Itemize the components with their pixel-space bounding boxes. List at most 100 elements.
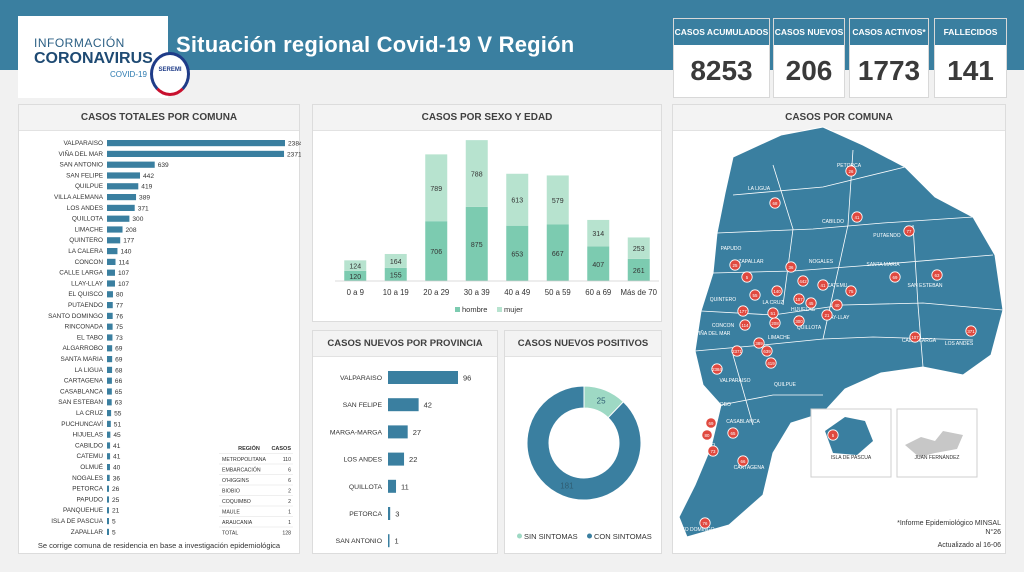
bar-value: 75 bbox=[116, 324, 124, 331]
kpi-casos-activos: CASOS ACTIVOS* 1773 bbox=[849, 18, 929, 98]
bar-value: 314 bbox=[592, 231, 604, 238]
page-title: Situación regional Covid-19 V Región bbox=[176, 32, 575, 57]
kpi-label: FALLECIDOS bbox=[935, 19, 1006, 45]
map-marker-value: 107 bbox=[911, 335, 919, 340]
map-marker bbox=[831, 299, 843, 311]
map-comuna-label: SAN ESTEBAN bbox=[907, 283, 942, 289]
bar-value: 613 bbox=[511, 198, 523, 205]
map-comuna-label: CABILDO bbox=[822, 219, 844, 225]
map-comuna-label: LA CRUZ bbox=[762, 300, 783, 306]
map-date: Actualizado al 16-06 bbox=[937, 542, 1001, 549]
inset-label: ISLA DE PASCUA bbox=[831, 455, 872, 461]
table-cell: 6 bbox=[288, 478, 291, 484]
panel-comuna: CASOS TOTALES POR COMUNA VALPARAISO 2384 V… bbox=[18, 104, 301, 554]
map-comuna-label: PAPUDO bbox=[721, 246, 742, 252]
map-marker-value: 639 bbox=[763, 349, 771, 354]
bar-hombre bbox=[627, 258, 650, 281]
bar-label: PAPUDO bbox=[76, 496, 103, 503]
bar bbox=[107, 248, 118, 255]
kpi-value: 1773 bbox=[857, 55, 921, 86]
map-marker bbox=[729, 259, 741, 271]
map-marker bbox=[845, 165, 857, 177]
bar-value: 107 bbox=[118, 270, 129, 277]
table-cell: EMBARCACIÓN bbox=[222, 467, 261, 474]
bar-mujer bbox=[587, 219, 610, 247]
map-marker bbox=[707, 445, 719, 457]
bar-label: OLMUÉ bbox=[80, 462, 103, 471]
bar-label: CONCON bbox=[75, 259, 104, 266]
bar-value: 208 bbox=[126, 227, 137, 234]
bar-value: 579 bbox=[552, 198, 564, 205]
bar-value: 2384 bbox=[288, 141, 301, 148]
kpi-casos-nuevos: CASOS NUEVOS 206 bbox=[773, 18, 845, 98]
bar bbox=[107, 485, 109, 492]
bar bbox=[107, 194, 137, 201]
table-cell: TOTAL bbox=[222, 531, 238, 537]
bar-label: SANTO DOMINGO bbox=[48, 313, 103, 320]
map-marker-value: 69 bbox=[709, 421, 714, 426]
map-marker bbox=[785, 261, 797, 273]
map-marker bbox=[851, 211, 863, 223]
table-header: REGIÓN bbox=[238, 444, 260, 452]
bar bbox=[107, 226, 123, 233]
legend-swatch bbox=[455, 307, 460, 312]
map-marker bbox=[903, 225, 915, 237]
map-comuna-label: ALGARROBO bbox=[699, 402, 731, 408]
bar-hombre bbox=[344, 270, 367, 281]
map-marker-value: 2384 bbox=[712, 367, 722, 372]
bar-label: ALGARROBO bbox=[63, 345, 104, 352]
bar-value: 36 bbox=[113, 475, 121, 482]
map-marker-value: 26 bbox=[849, 169, 854, 174]
bar-label: SANTA MARIA bbox=[61, 356, 104, 363]
bar-hombre bbox=[506, 225, 529, 281]
logo-line2: CORONAVIRUS bbox=[34, 50, 153, 67]
table-cell: MAULE bbox=[222, 510, 240, 516]
map-comuna-label: LA LIGUA bbox=[748, 186, 771, 192]
bar-label: VILLA ALEMANA bbox=[54, 194, 104, 201]
map-marker bbox=[727, 427, 739, 439]
panel-title: CASOS TOTALES POR COMUNA bbox=[19, 105, 299, 131]
bar-value: 667 bbox=[552, 251, 564, 258]
map-marker-value: 5 bbox=[746, 275, 749, 280]
table-cell: BIOBIO bbox=[222, 489, 240, 495]
map-marker-value: 208 bbox=[771, 321, 779, 326]
bar-value: 68 bbox=[115, 367, 123, 374]
bar-label: ISLA DE PASCUA bbox=[51, 518, 103, 525]
bar-label: LA LIGUA bbox=[75, 367, 104, 374]
bar-value: 22 bbox=[409, 455, 417, 464]
bar-mujer bbox=[425, 154, 448, 222]
bar-label: HIJUELAS bbox=[72, 432, 103, 439]
bar-label: CASABLANCA bbox=[60, 388, 104, 395]
map-marker-value: 5 bbox=[832, 433, 835, 438]
seal-label: SEREMI bbox=[158, 67, 182, 73]
table-cell: METROPOLITANA bbox=[222, 457, 267, 463]
map-comuna-label: EL QUISCO bbox=[687, 431, 714, 437]
bar bbox=[107, 237, 121, 244]
bar-value: 875 bbox=[471, 242, 483, 249]
panel-title: CASOS POR COMUNA bbox=[673, 105, 1005, 131]
map-comuna-label: CALLE LARGA bbox=[902, 338, 937, 344]
bar-label: LOS ANDES bbox=[67, 205, 103, 212]
bar-label: QUINTERO bbox=[69, 237, 103, 244]
bar bbox=[107, 269, 115, 276]
bar bbox=[388, 479, 397, 493]
bar-value: 63 bbox=[115, 400, 123, 407]
bar-label: VIÑA DEL MAR bbox=[58, 149, 103, 158]
panel-map: CASOS POR COMUNA PETORCALA LIGUACABILDOP… bbox=[672, 104, 1006, 554]
map-marker bbox=[739, 319, 751, 331]
bar-label: LLAY-LLAY bbox=[71, 280, 104, 287]
map-marker-value: 41 bbox=[821, 283, 826, 288]
map-comuna-label: CONCON bbox=[712, 323, 735, 329]
bar-value: 5 bbox=[112, 529, 116, 536]
inset-label: JUAN FERNÁNDEZ bbox=[914, 454, 959, 461]
map-comuna-label: CARTAGENA bbox=[734, 465, 765, 471]
map-comuna-label: QUILLOTA bbox=[797, 325, 822, 331]
map-marker bbox=[741, 271, 753, 283]
table-cell: 6 bbox=[288, 468, 291, 474]
bar-value: 2371 bbox=[287, 151, 301, 158]
map-marker bbox=[767, 307, 779, 319]
bar-value: 140 bbox=[120, 249, 131, 256]
bar-value: 114 bbox=[119, 259, 130, 266]
map-marker bbox=[753, 337, 765, 349]
